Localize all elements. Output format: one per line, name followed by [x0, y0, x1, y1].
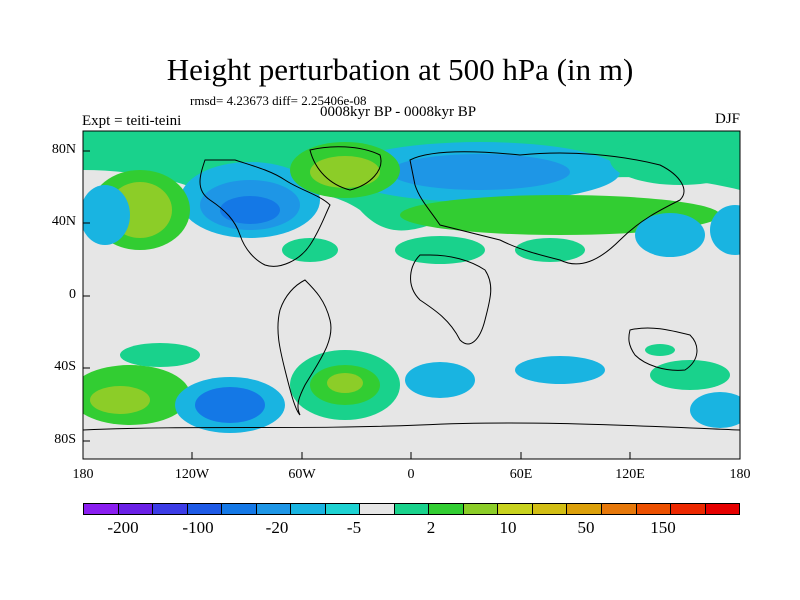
- lon-label-60e: 60E: [509, 467, 533, 482]
- colorbar-swatch: [118, 504, 154, 514]
- colorbar-label: 50: [577, 518, 595, 537]
- lon-label-180e: 180: [729, 467, 751, 482]
- colorbar-label: -100: [182, 518, 214, 537]
- colorbar-label: -20: [265, 518, 289, 537]
- colorbar-swatch: [153, 504, 188, 514]
- colorbar-swatch: [429, 504, 464, 514]
- colorbar-swatch: [636, 504, 672, 514]
- field-north: [83, 131, 740, 264]
- coastlines: [83, 146, 740, 431]
- colorbar-swatch: [187, 504, 223, 514]
- lat-label-0: 0: [69, 287, 76, 302]
- colorbar-swatch: [463, 504, 499, 514]
- experiment-label: Expt = teiti-teini: [82, 113, 182, 129]
- season-label: DJF: [714, 111, 740, 127]
- lat-label-80s: 80S: [54, 432, 76, 447]
- colorbar-label: 2: [426, 518, 436, 537]
- colorbar-swatch: [360, 504, 395, 514]
- lat-label-80n: 80N: [51, 142, 76, 157]
- colorbar-label: 150: [650, 518, 676, 537]
- lat-label-40n: 40N: [51, 214, 76, 229]
- rmsd-stats: rmsd= 4.23673 diff= 2.25406e-08: [190, 93, 367, 108]
- colorbar-swatch: [567, 504, 602, 514]
- lon-label-180w: 180: [72, 467, 94, 482]
- axis-ticks: [82, 150, 741, 459]
- period-label: 0008kyr BP - 0008kyr BP: [320, 104, 477, 120]
- colorbar-label: 10: [499, 518, 517, 537]
- lon-label-0: 0: [407, 467, 415, 482]
- colorbar-swatch: [601, 504, 637, 514]
- colorbar-swatch: [222, 504, 257, 514]
- lon-label-60w: 60W: [288, 467, 316, 482]
- colorbar-label: -5: [346, 518, 362, 537]
- lat-label-40s: 40S: [54, 359, 76, 374]
- colorbar: [83, 503, 740, 515]
- colorbar-swatch: [498, 504, 533, 514]
- colorbar-swatch: [532, 504, 568, 514]
- lon-label-120e: 120E: [615, 467, 645, 482]
- plot-title: Height perturbation at 500 hPa (in m): [166, 52, 634, 87]
- colorbar-swatch: [394, 504, 430, 514]
- lon-label-120w: 120W: [174, 467, 210, 482]
- colorbar-swatch: [256, 504, 292, 514]
- colorbar-swatch: [705, 504, 740, 514]
- colorbar-swatch: [291, 504, 326, 514]
- colorbar-swatch: [325, 504, 361, 514]
- colorbar-swatch: [84, 504, 119, 514]
- colorbar-swatch: [671, 504, 706, 514]
- field-south: [83, 343, 740, 433]
- colorbar-label: -200: [107, 518, 139, 537]
